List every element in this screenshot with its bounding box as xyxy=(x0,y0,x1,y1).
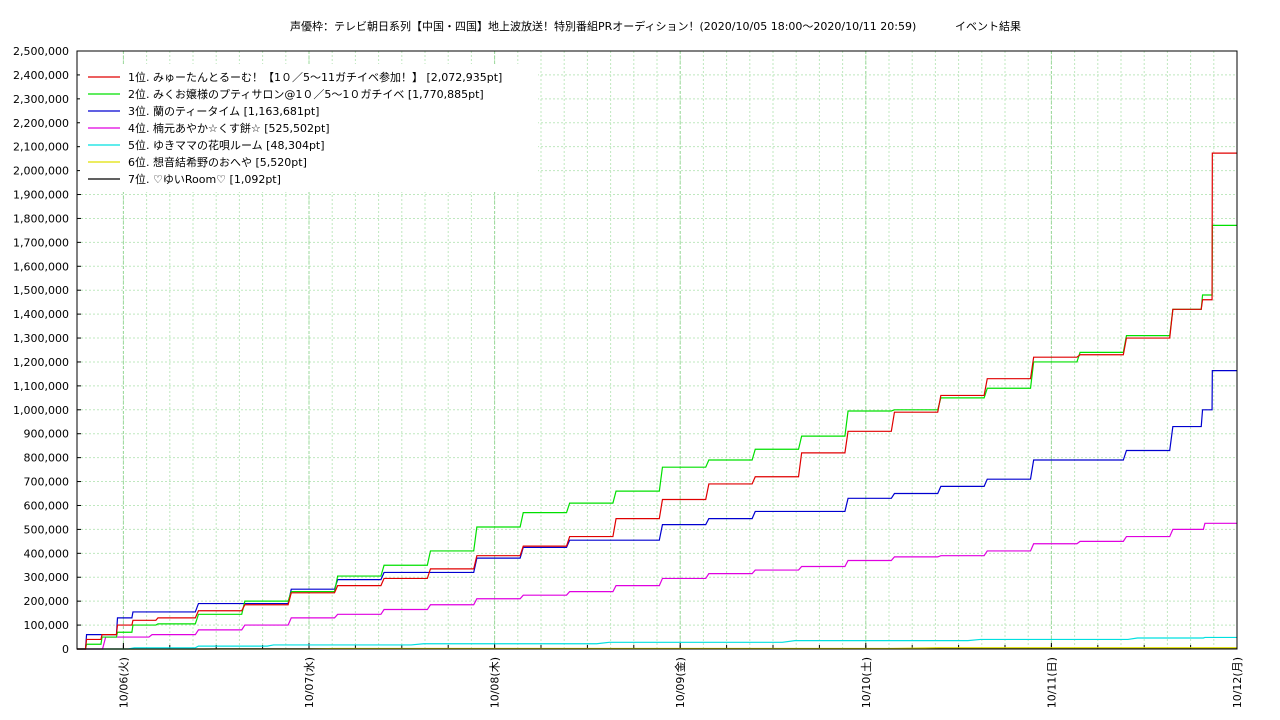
y-tick-label: 1,800,000 xyxy=(13,212,69,225)
y-tick-label: 100,000 xyxy=(24,619,70,632)
y-axis: 0 100,000 200,000 300,000 400,000 500,000 600,… xyxy=(13,45,81,656)
series-line xyxy=(77,152,1237,650)
legend: 1位. みゅーたんとるーむ！【1０／5〜11ガチイベ参加！】 [2,072,93… xyxy=(80,64,538,192)
y-tick-label: 1,900,000 xyxy=(13,189,69,202)
y-tick-label: 1,500,000 xyxy=(13,284,69,297)
y-tick-label: 900,000 xyxy=(24,428,70,441)
series-line xyxy=(77,522,1237,650)
y-tick-label: 1,300,000 xyxy=(13,332,69,345)
x-tick-label: 10/09(金) xyxy=(673,657,687,708)
y-tick-label: 600,000 xyxy=(24,499,70,512)
y-tick-label: 1,700,000 xyxy=(13,236,69,249)
y-tick-label: 300,000 xyxy=(24,571,70,584)
series-line xyxy=(77,224,1237,650)
series-line xyxy=(77,636,1237,650)
legend-label: 6位. 想音結希野のおへや [5,520pt] xyxy=(128,155,307,169)
y-tick-label: 1,100,000 xyxy=(13,380,69,393)
x-tick-label: 10/07(水) xyxy=(303,657,316,708)
x-axis: 10/06(火) 10/07(水) 10/08(木) 10/09(金) 10/10(土)… xyxy=(117,643,1244,708)
y-tick-label: 2,300,000 xyxy=(13,93,69,106)
legend-label: 4位. 楠元あやか☆くす餅☆ [525,502pt] xyxy=(128,121,330,135)
plot-frame xyxy=(76,50,1238,650)
legend-label: 5位. ゆきママの花唄ルーム [48,304pt] xyxy=(128,138,325,152)
y-tick-label: 2,000,000 xyxy=(13,165,69,178)
legend-label: 1位. みゅーたんとるーむ！【1０／5〜11ガチイベ参加！】 [2,072,93… xyxy=(128,70,502,84)
y-tick-label: 400,000 xyxy=(24,547,70,560)
chart-title: 声優枠：テレビ朝日系列【中国・四国】地上波放送！特別番組PRオーディション！(2… xyxy=(290,19,916,33)
x-tick-label: 10/11(日) xyxy=(1045,657,1058,708)
y-tick-label: 2,100,000 xyxy=(13,141,69,154)
y-tick-label: 500,000 xyxy=(24,523,70,536)
y-tick-label: 800,000 xyxy=(24,452,70,465)
y-tick-label: 2,400,000 xyxy=(13,69,69,82)
legend-label: 7位. ♡ゆいRoom♡ [1,092pt] xyxy=(128,172,281,186)
y-tick-label: 1,000,000 xyxy=(13,404,69,417)
plot-area xyxy=(77,152,1237,650)
y-tick-label: 1,400,000 xyxy=(13,308,69,321)
x-tick-label: 10/10(土) xyxy=(860,657,873,708)
y-tick-label: 0 xyxy=(62,643,69,656)
y-tick-label: 1,600,000 xyxy=(13,260,69,273)
legend-label: 3位. 蘭のティータイム [1,163,681pt] xyxy=(128,104,319,118)
legend-label: 2位. みくお嬢様のプティサロン@1０／5〜1０ガチイベ [1,770,885p… xyxy=(128,87,484,101)
chart-subtitle: イベント結果 xyxy=(955,19,1021,33)
x-tick-label: 10/12(月) xyxy=(1231,657,1244,708)
y-tick-label: 700,000 xyxy=(24,476,70,489)
y-tick-label: 200,000 xyxy=(24,595,70,608)
y-tick-label: 2,200,000 xyxy=(13,117,69,130)
y-tick-label: 1,200,000 xyxy=(13,356,69,369)
x-tick-label: 10/06(火) xyxy=(117,657,130,708)
legend-box xyxy=(80,64,538,192)
y-tick-label: 2,500,000 xyxy=(13,45,69,58)
series-line xyxy=(77,370,1237,650)
x-tick-label: 10/08(木) xyxy=(489,657,502,708)
